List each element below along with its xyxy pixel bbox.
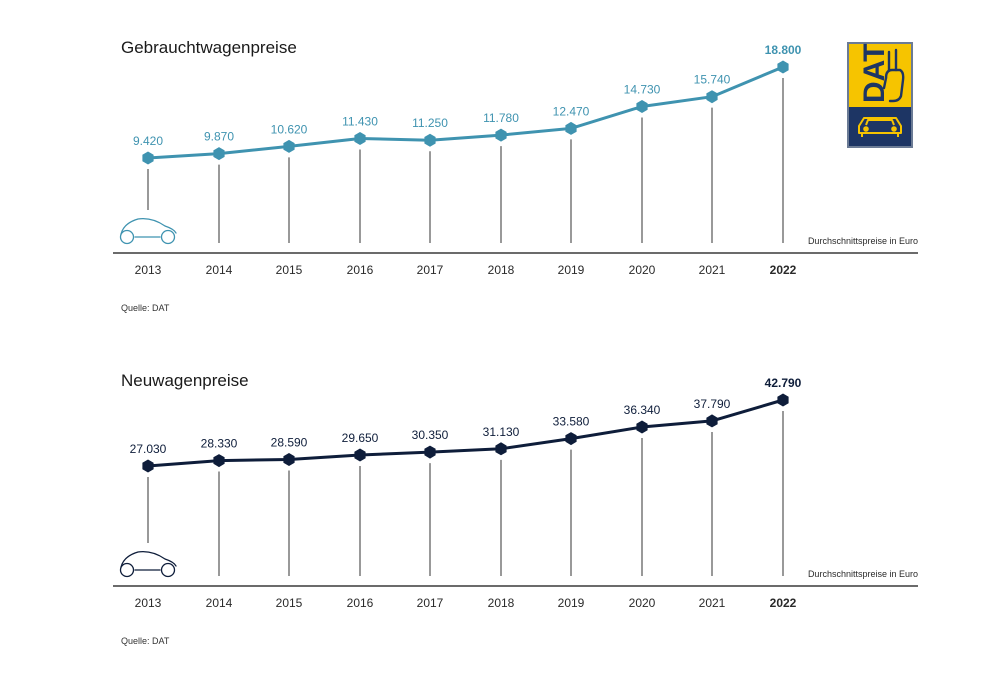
data-point — [283, 139, 295, 153]
data-point — [636, 420, 648, 434]
data-point — [706, 90, 718, 104]
x-tick-label: 2015 — [276, 596, 303, 610]
x-tick-label: 2016 — [347, 263, 374, 277]
data-label: 28.330 — [201, 437, 238, 451]
car-outline-icon — [119, 218, 177, 245]
car-wheel — [119, 562, 135, 578]
data-point — [213, 454, 225, 468]
x-tick-label: 2019 — [558, 263, 585, 277]
data-point — [777, 60, 789, 74]
car-roof — [120, 218, 177, 235]
data-label: 36.340 — [624, 403, 661, 417]
data-label: 9.870 — [204, 130, 234, 144]
data-label: 18.800 — [765, 43, 802, 57]
data-label: 15.740 — [694, 73, 731, 87]
x-tick-label: 2017 — [417, 263, 444, 277]
data-point — [777, 393, 789, 407]
data-point — [142, 151, 154, 165]
data-point — [636, 100, 648, 113]
data-point — [565, 432, 577, 446]
data-point — [354, 132, 366, 145]
chart-title: Gebrauchtwagenpreise — [121, 38, 297, 57]
data-label: 30.350 — [412, 428, 449, 442]
unit-label: Durchschnittspreise in Euro — [808, 569, 918, 579]
logo-car-icon — [858, 117, 902, 137]
x-tick-label: 2016 — [347, 596, 374, 610]
car-wheel — [119, 229, 135, 245]
source-note: Quelle: DAT — [121, 303, 170, 313]
x-tick-label: 2019 — [558, 596, 585, 610]
data-label: 28.590 — [271, 435, 308, 449]
data-point — [142, 459, 154, 473]
x-tick-label: 2022 — [770, 263, 797, 277]
car-wheel — [160, 229, 176, 245]
data-label: 31.130 — [483, 425, 520, 439]
data-point — [213, 147, 225, 161]
data-point — [354, 448, 366, 462]
car-wheel — [160, 562, 176, 578]
series-line — [147, 398, 784, 468]
x-tick-label: 2020 — [629, 596, 656, 610]
data-label: 33.580 — [553, 415, 590, 429]
data-label: 14.730 — [624, 82, 661, 96]
unit-label: Durchschnittspreise in Euro — [808, 236, 918, 246]
data-label: 9.420 — [133, 134, 163, 148]
x-tick-label: 2013 — [135, 596, 162, 610]
source-note: Quelle: DAT — [121, 636, 170, 646]
x-tick-label: 2018 — [488, 596, 515, 610]
x-tick-label: 2020 — [629, 263, 656, 277]
x-tick-label: 2014 — [206, 596, 233, 610]
data-point — [495, 442, 507, 456]
x-tick-label: 2021 — [699, 263, 726, 277]
data-label: 27.030 — [130, 442, 167, 456]
x-tick-label: 2017 — [417, 596, 444, 610]
data-point — [495, 128, 507, 142]
data-label: 29.650 — [342, 431, 379, 445]
car-outline-icon — [119, 551, 177, 578]
data-label: 42.790 — [765, 376, 802, 390]
data-point — [424, 133, 436, 147]
data-label: 37.790 — [694, 397, 731, 411]
chart-neuwagenpreise: Neuwagenpreise 27.030 28.330 28.590 29.650 30… — [113, 371, 918, 646]
x-tick-label: 2021 — [699, 596, 726, 610]
hand-icon — [882, 48, 905, 103]
data-label: 11.780 — [483, 111, 519, 125]
x-tick-label: 2022 — [770, 596, 797, 610]
chart-gebrauchtwagenpreise: Gebrauchtwagenpreise 9.420 9.870 10.620 11.4… — [113, 38, 918, 313]
data-label: 12.470 — [553, 104, 590, 118]
chart-title: Neuwagenpreise — [121, 371, 249, 390]
series-line — [147, 65, 784, 160]
x-tick-label: 2018 — [488, 263, 515, 277]
x-tick-label: 2013 — [135, 263, 162, 277]
x-tick-label: 2014 — [206, 263, 233, 277]
data-point — [283, 453, 295, 466]
data-point — [565, 121, 577, 135]
car-roof — [120, 551, 177, 568]
x-tick-label: 2015 — [276, 263, 303, 277]
data-label: 10.620 — [271, 122, 308, 136]
data-label: 11.430 — [342, 115, 378, 129]
data-point — [706, 414, 718, 428]
data-point — [424, 445, 436, 459]
data-label: 11.250 — [412, 116, 448, 130]
dat-logo-icon: DAT — [847, 42, 913, 148]
